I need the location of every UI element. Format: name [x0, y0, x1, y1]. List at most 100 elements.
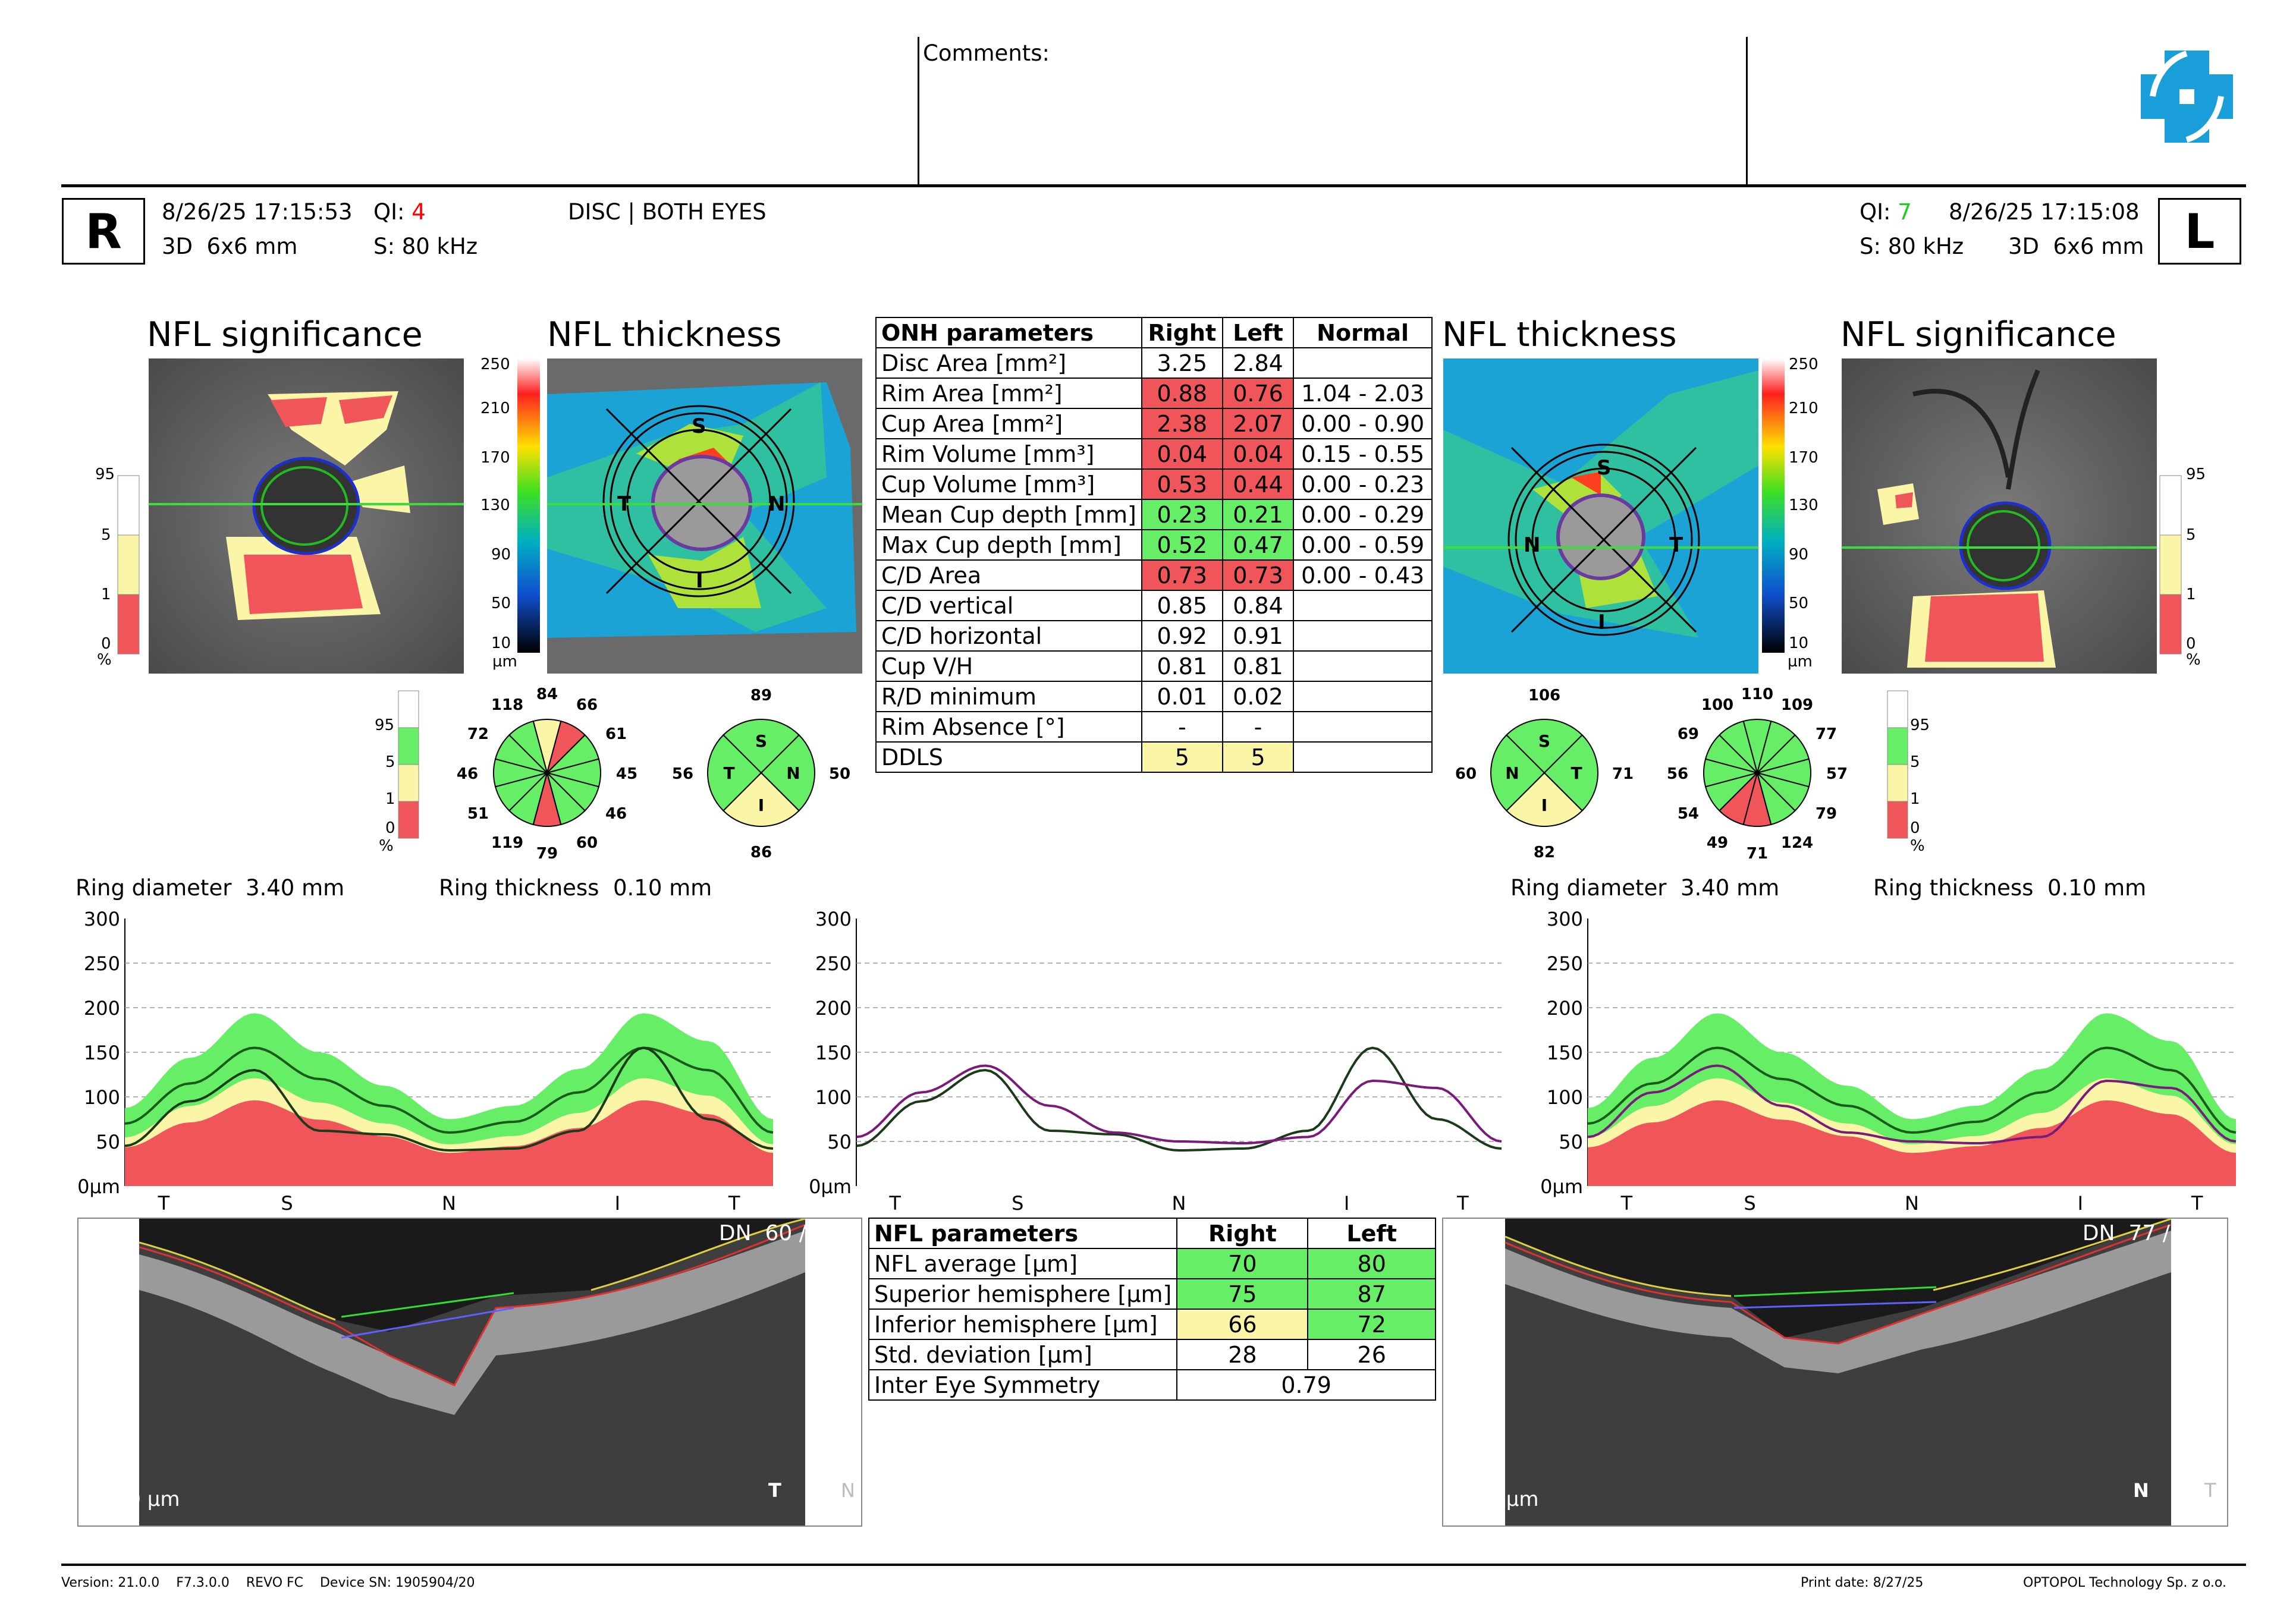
map-label-i: I — [1598, 611, 1606, 634]
onh-row: Disc Area [mm²] 3.25 2.84 — [875, 347, 1433, 379]
left-tbar-130: 130 — [1789, 496, 1818, 514]
map-label-s: S — [1597, 456, 1612, 480]
symmetry-label: Inter Eye Symmetry — [868, 1369, 1178, 1401]
left-sector-scale — [1887, 690, 1908, 839]
nfl-cell-left: 80 — [1307, 1248, 1436, 1279]
nfl-cell-name: Superior hemisphere [µm] — [868, 1278, 1178, 1310]
quadrant-value: 50 — [829, 765, 850, 783]
right-tbar-170: 170 — [480, 449, 510, 467]
onh-cell-name: Max Cup depth [mm] — [875, 529, 1142, 561]
clock-value: 118 — [491, 696, 523, 714]
clock-value: 109 — [1781, 696, 1813, 714]
ring-thickness-value: 0.10 mm — [2047, 875, 2147, 901]
left-scale-1: 1 — [2186, 586, 2196, 603]
right-bscan-image — [139, 1219, 805, 1526]
quadrant-label: T — [723, 763, 734, 783]
right-ring-diameter: Ring diameter 3.40 mm — [76, 875, 344, 901]
clock-value: 84 — [536, 685, 558, 703]
onh-cell-name: Cup V/H — [875, 650, 1142, 682]
right-thickness-map[interactable]: S T N I — [547, 358, 862, 674]
ring-diameter-value: 3.40 mm — [245, 875, 345, 901]
left-significance-map[interactable] — [1842, 358, 2157, 674]
left-bscan-panel[interactable]: DN 77 / 128 200 µm N T — [1442, 1218, 2228, 1527]
map-label-s: S — [692, 414, 706, 438]
clock-value: 46 — [457, 765, 478, 783]
map-label-n: N — [768, 492, 785, 516]
nfl-cell-left: 87 — [1307, 1278, 1436, 1310]
tsnit-x-label: T — [888, 1192, 901, 1215]
onh-cell-name: Rim Volume [mm³] — [875, 438, 1142, 470]
onh-cell-normal: 0.00 - 0.23 — [1293, 468, 1433, 500]
quadrant-sector — [760, 734, 815, 812]
map-label-t: T — [1669, 533, 1683, 557]
right-scale-0: 0 — [101, 635, 111, 653]
onh-cell-name: Rim Area [mm²] — [875, 378, 1142, 409]
onh-row: C/D vertical 0.85 0.84 — [875, 590, 1433, 621]
onh-row: R/D minimum 0.01 0.02 — [875, 681, 1433, 712]
quadrant-value: 86 — [750, 844, 772, 861]
onh-cell-normal: 0.15 - 0.55 — [1293, 438, 1433, 470]
nfl-row: Std. deviation [µm] 28 26 — [868, 1339, 1436, 1370]
onh-cell-name: C/D vertical — [875, 590, 1142, 621]
quadrant-sector — [722, 772, 800, 827]
onh-cell-left: 5 — [1221, 741, 1295, 773]
clock-value: 119 — [491, 834, 523, 852]
right-significance-map[interactable] — [149, 358, 464, 674]
onh-row: Rim Area [mm²] 0.88 0.76 1.04 - 2.03 — [875, 378, 1433, 409]
onh-cell-right: 0.88 — [1141, 378, 1223, 409]
quadrant-sector — [1505, 719, 1584, 774]
left-thickness-map[interactable]: S N T I — [1443, 358, 1758, 674]
tsnit-series-line — [124, 1046, 774, 1152]
clock-value: 71 — [1747, 845, 1768, 863]
comments-box[interactable]: Comments: — [918, 37, 1748, 184]
onh-header-cell: Normal — [1293, 317, 1433, 348]
nfl-cell-right: 28 — [1176, 1339, 1309, 1370]
clock-sector — [508, 720, 548, 775]
nfl-cell-right: 75 — [1176, 1278, 1309, 1310]
onh-cell-normal: 1.04 - 2.03 — [1293, 378, 1433, 409]
qi-value: 7 — [1898, 199, 1912, 225]
right-tbar-90: 90 — [491, 546, 511, 564]
right-sector-scale-1: 1 — [385, 790, 395, 808]
onh-row: Cup Area [mm²] 2.38 2.07 0.00 - 0.90 — [875, 408, 1433, 439]
clock-sector — [1718, 720, 1758, 775]
onh-cell-left: 0.47 — [1221, 529, 1295, 561]
right-scale-pct: % — [97, 651, 112, 669]
tsnit-y-tick: 100 — [84, 1086, 120, 1109]
onh-cell-left: 2.84 — [1221, 347, 1295, 379]
footer-version: Version: 21.0.0 F7.3.0.0 REVO FC Device … — [61, 1575, 475, 1590]
left-scale-95: 95 — [2186, 465, 2206, 483]
onh-cell-normal: 0.00 - 0.29 — [1293, 499, 1433, 530]
clock-value: 54 — [1678, 805, 1699, 823]
header-divider — [61, 184, 2246, 187]
onh-cell-left: 0.91 — [1221, 620, 1295, 652]
right-eye-indicator: R — [62, 198, 145, 265]
left-tbar-10: 10 — [1789, 634, 1809, 652]
nfl-cell-right: 70 — [1176, 1248, 1309, 1279]
symmetry-row: Inter Eye Symmetry 0.79 — [868, 1369, 1436, 1401]
right-bscan-panel[interactable]: DN 60 / 128 200 µm T N — [77, 1218, 862, 1527]
ring-diameter-value: 3.40 mm — [1680, 875, 1780, 901]
left-eye-scan: 3D 6x6 mm — [2008, 234, 2144, 259]
left-nfl-significance-title: NFL significance — [1840, 315, 2116, 354]
onh-cell-name: C/D horizontal — [875, 620, 1142, 652]
ring-diameter-label: Ring diameter — [1510, 875, 1667, 901]
left-ring-diameter: Ring diameter 3.40 mm — [1510, 875, 1779, 901]
onh-parameters-table: ONH parameters Right Left Normal Disc Area [… — [875, 317, 1433, 773]
left-sector-scale-1: 1 — [1910, 790, 1920, 808]
tsnit-y-tick: 150 — [815, 1042, 852, 1064]
quadrant-sector — [707, 734, 762, 812]
quadrant-label: S — [755, 731, 767, 751]
map-label-t: T — [617, 492, 632, 516]
clock-value: 79 — [1816, 805, 1837, 823]
nfl-header-row: NFL parameters Right Left — [868, 1218, 1436, 1249]
tsnit-y-tick: 100 — [1547, 1086, 1583, 1109]
left-bscan-image — [1505, 1219, 2171, 1526]
qi-value: 4 — [412, 199, 426, 225]
footer-company: OPTOPOL Technology Sp. z o.o. — [2023, 1575, 2226, 1590]
tsnit-y-tick: 250 — [815, 952, 852, 975]
right-significance-scale — [117, 475, 140, 655]
comments-label: Comments: — [923, 40, 1050, 66]
symmetry-value: 0.79 — [1176, 1369, 1436, 1401]
tsnit-y-tick: 0µm — [77, 1175, 120, 1198]
